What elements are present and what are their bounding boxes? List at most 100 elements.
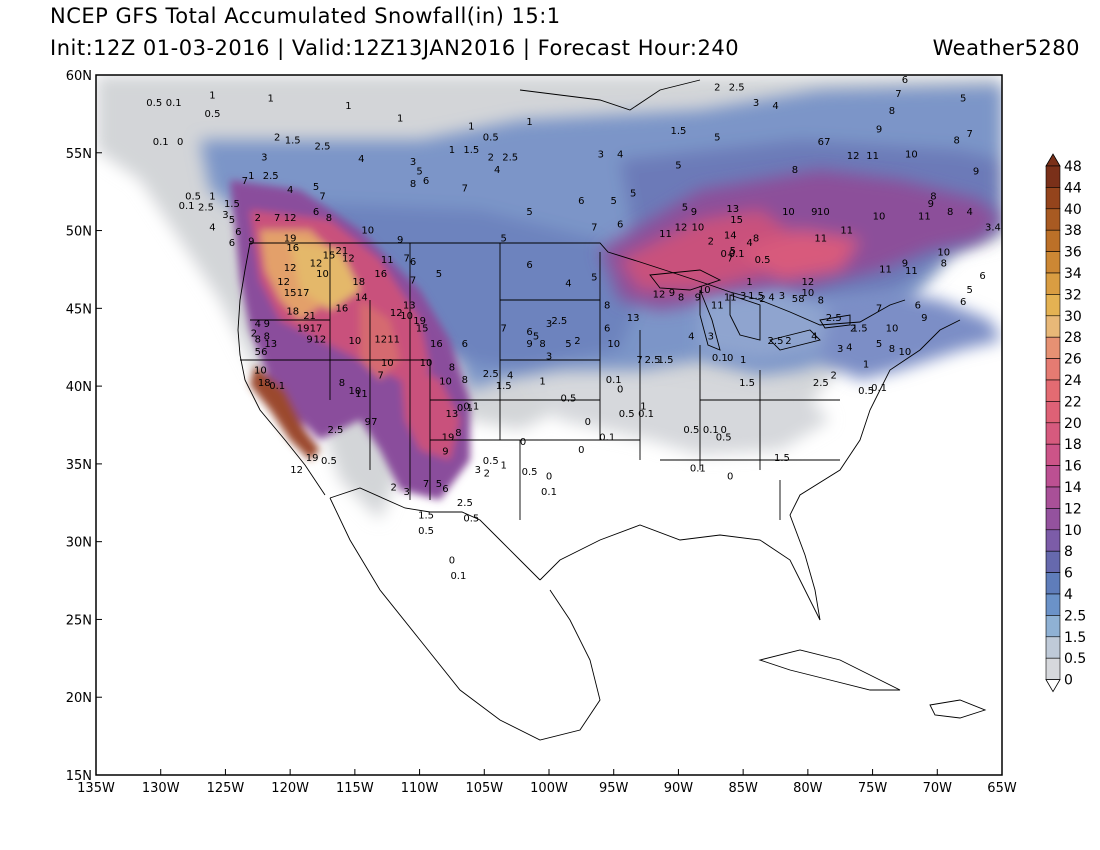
contour-label: 5: [501, 233, 507, 244]
contour-label: 10: [607, 339, 620, 350]
contour-label: 1: [863, 359, 869, 370]
contour-label: 0.1: [166, 98, 182, 109]
legend-swatch: [1045, 550, 1061, 573]
contour-label: 2.5: [826, 313, 842, 324]
contour-label: 4: [358, 154, 364, 165]
lon-tick-label: 125W: [207, 781, 245, 796]
contour-label: 11: [387, 335, 400, 346]
contour-label: 8: [326, 213, 332, 224]
contour-label: 5: [526, 207, 532, 218]
legend-level-label: 0: [1064, 673, 1073, 689]
contour-label: 11: [355, 389, 368, 400]
contour-label: 8: [889, 106, 895, 117]
contour-label: 0: [449, 555, 455, 566]
contour-label: 6: [229, 238, 235, 249]
contour-label: 19: [442, 433, 455, 444]
contour-label: 9: [928, 199, 934, 210]
contour-label: 1.5: [224, 199, 240, 210]
contour-label: 1: [209, 90, 215, 101]
contour-label: 0.5: [858, 386, 874, 397]
contour-label: 9: [306, 335, 312, 346]
contour-label: 2.5: [457, 498, 473, 509]
snowfall-field: [96, 75, 1002, 520]
lon-tick-label: 85W: [728, 781, 758, 796]
contour-label: 7: [966, 129, 972, 140]
lon-tick-label: 100W: [530, 781, 568, 796]
legend-swatch: [1045, 486, 1061, 509]
contour-label: 2: [708, 237, 714, 248]
contour-label: 8: [462, 375, 468, 386]
contour-label: 12: [390, 308, 403, 319]
contour-label: 9: [248, 237, 254, 248]
legend-min-arrow: [1045, 679, 1061, 693]
contour-label: 0.1: [871, 383, 887, 394]
contour-label: 6: [979, 271, 985, 282]
contour-label: 0: [585, 417, 591, 428]
legend-swatch: [1045, 379, 1061, 402]
lon-tick-label: 70W: [923, 781, 953, 796]
legend-level-label: 40: [1064, 202, 1082, 218]
contour-label: 3: [222, 210, 228, 221]
contour-label: 16: [430, 339, 443, 350]
contour-label: 4: [209, 223, 215, 234]
lon-tick-label: 75W: [858, 781, 888, 796]
contour-label: 7: [462, 184, 468, 195]
contour-label: 11: [840, 226, 853, 237]
contour-label: 4: [768, 293, 774, 304]
hudson-bay: [519, 79, 701, 111]
contour-label: 8: [678, 293, 684, 304]
northeast-snow: [700, 290, 1002, 380]
contour-label: 6: [442, 484, 448, 495]
lat-tick-label: 40N: [66, 380, 92, 395]
state-lines: [240, 243, 840, 520]
contour-label: 1.5: [670, 126, 686, 137]
legend-level-label: 1.5: [1064, 630, 1086, 646]
contour-label: 0.1: [599, 433, 615, 444]
lat-tick-label: 50N: [66, 225, 92, 240]
contour-label: 8: [255, 335, 261, 346]
contour-label: 8: [410, 179, 416, 190]
contour-label: 8: [449, 363, 455, 374]
contour-label: 9: [397, 235, 403, 246]
contour-label: 8: [941, 258, 947, 269]
legend-swatch: [1045, 593, 1061, 616]
contour-label: 6: [526, 327, 532, 338]
contour-label: 6: [423, 176, 429, 187]
legend-swatch: [1045, 272, 1061, 295]
contour-label: 0.5: [560, 394, 576, 405]
legend-level-label: 22: [1064, 394, 1082, 410]
us-mexico-border: [329, 487, 541, 581]
legend-level-label: 6: [1064, 566, 1073, 582]
contour-label: 3: [403, 487, 409, 498]
contour-label: 21: [303, 311, 316, 322]
contour-label: 15: [416, 324, 429, 335]
contour-label: 2.5: [315, 142, 331, 153]
legend-level-label: 12: [1064, 501, 1082, 517]
contour-label: 10: [899, 347, 912, 358]
contour-label: 0: [617, 384, 623, 395]
contour-label: 5: [714, 132, 720, 143]
contour-label: 10: [937, 247, 950, 258]
contour-label: 10: [420, 358, 433, 369]
contour-label: 12: [284, 213, 297, 224]
contour-label: 6: [617, 219, 623, 230]
contour-label: 0: [578, 445, 584, 456]
contour-label: 0.5: [418, 526, 434, 537]
contour-label: 1.5: [285, 135, 301, 146]
lat-tick-label: 55N: [66, 147, 92, 162]
contour-label: 4: [746, 238, 752, 249]
contour-label: 1: [526, 117, 532, 128]
lon-tick-label: 95W: [599, 781, 629, 796]
contour-label: 5: [416, 167, 422, 178]
contour-label: 13: [403, 300, 416, 311]
legend-level-label: 34: [1064, 266, 1082, 282]
legend-level-label: 36: [1064, 245, 1082, 261]
contour-label: 7: [636, 355, 642, 366]
legend-level-label: 44: [1064, 180, 1082, 196]
contour-label: 11: [814, 233, 827, 244]
contour-label: 1.5: [463, 145, 479, 156]
contour-label: 0.5: [522, 467, 538, 478]
contour-label: 0.5: [483, 456, 499, 467]
borders: [237, 79, 987, 741]
contour-label: 0.5: [755, 255, 771, 266]
